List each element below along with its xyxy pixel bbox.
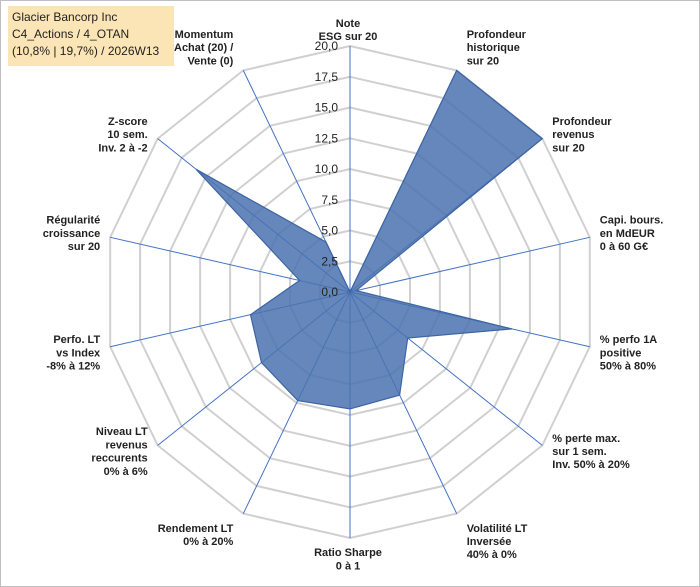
axis-label-2: Profondeur revenus sur 20 [552,116,612,154]
tick-label: 12,5 [315,131,339,145]
series-area [195,69,544,410]
axis-label-8: Rendement LT 0% à 20% [158,523,234,548]
axis-label-1: Profondeur historique sur 20 [467,29,527,67]
title-stats: (10,8% | 19,7%) / 2026W13 [12,44,160,58]
axis-label-4: % perfo 1A positive 50% à 80% [600,334,658,372]
axis-label-6: Volatilité LT Inversée 40% à 0% [467,523,528,561]
tick-label: 7,5 [321,193,338,207]
tick-label: 10,0 [315,162,339,176]
radar-series [195,69,544,410]
axis-label-3: Capi. bours. en MdEUR 0 à 60 G€ [600,215,664,253]
axis-label-13: Momentum Achat (20) / Vente (0) [174,29,234,67]
tick-label: 17,5 [315,70,339,84]
tick-label: 15,0 [315,101,339,115]
axis-labels: Note ESG sur 20 Profondeur historique sur 20… [43,18,664,573]
title-company: Glacier Bancorp Inc [12,10,118,24]
axis-label-9: Niveau LT revenus reccurents 0% à 6% [91,426,148,478]
tick-label: 5,0 [321,224,338,238]
axis-label-7: Ratio Sharpe 0 à 1 [314,547,382,572]
tick-label: 20,0 [315,39,339,53]
axis-label-0: Note ESG sur 20 [319,18,378,43]
radial-tick-labels: 0,0 2,5 5,0 7,5 10,0 12,5 15,0 17,5 20,0 [315,39,339,299]
axis-label-12: Z-score 10 sem. Inv. 2 à -2 [98,116,147,154]
spoke-3 [349,236,590,293]
tick-label: 0,0 [321,285,338,299]
tick-label: 2,5 [321,254,338,268]
axis-label-5: % perte max. sur 1 sem. Inv. 50% à 20% [552,433,630,471]
chart-title-box: Glacier Bancorp Inc C4_Actions / 4_OTAN … [8,6,174,66]
axis-label-10: Perfo. LT vs Index -8% à 12% [46,334,101,372]
axis-label-11: Régularité croissance sur 20 [43,215,100,253]
title-category: C4_Actions / 4_OTAN [12,27,130,41]
